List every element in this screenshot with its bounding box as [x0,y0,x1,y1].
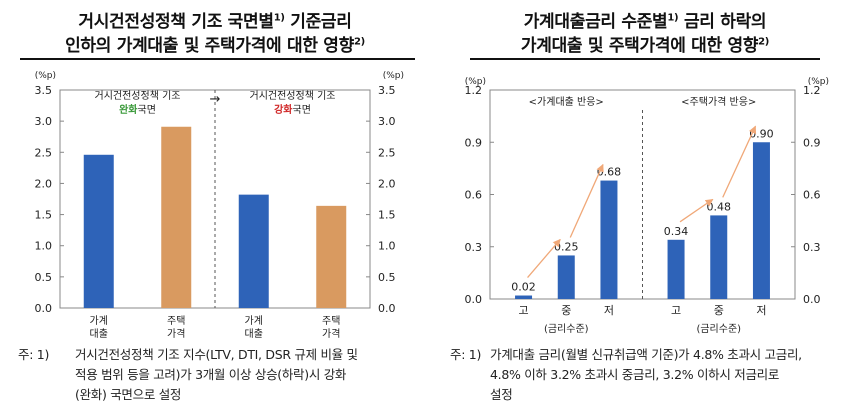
y-tick-label-left: 0.3 [465,241,483,254]
group-label-line1: 거시건전성정책 기조 [95,90,181,102]
y-tick-label-left: 3.0 [35,115,53,128]
left-footnote-line: (완화) 국면으로 설정 [75,387,182,402]
y-tick-label-right: 0.6 [803,189,821,202]
y-tick-label-left: 0.0 [35,302,53,315]
group-arrow: → [210,92,221,107]
y-tick-label-left: 3.5 [35,84,53,97]
x-tick-label: 주택 [322,315,340,327]
x-tick-label: 고 [671,304,681,317]
group-label: <가계대출 반응> [529,96,604,108]
unit-label-left: (%p) [35,71,56,81]
unit-label-right: (%p) [808,77,829,87]
y-tick-label-right: 3.5 [378,84,396,97]
bar [600,180,618,299]
y-tick-label-right: 1.5 [378,209,396,222]
trend-arrow [527,238,561,278]
y-tick-label-right: 3.0 [378,115,396,128]
x-tick-label: 중 [561,304,571,317]
unit-label-right: (%p) [383,71,404,81]
right-panel: 가계대출금리 수준별1) 금리 하락의 가계대출 및 주택가격에 대한 영향2)… [430,0,860,405]
bar [161,126,192,309]
data-label: 0.34 [664,225,689,238]
data-label: 0.68 [597,166,622,179]
trend-arrow [569,163,604,238]
group-label-highlight: 완화 [119,103,138,116]
y-tick-label-right: 1.0 [378,240,396,253]
left-footnote-line: 거시건전성정책 기조 지수(LTV, DTI, DSR 규제 비율 및 [75,347,358,362]
x-tick-label: 가격 [322,327,340,340]
group-label: <주택가격 반응> [681,95,756,108]
group-label-suffix: 국면 [138,104,156,116]
x-tick-label: 가계 [90,315,108,327]
right-footnote-line: 가계대출 금리(월별 신규취급액 기준)가 4.8% 초과시 고금리, [490,347,802,362]
x-tick-label: 중 [714,304,724,317]
y-tick-label-left: 1.5 [35,209,53,222]
bar [515,295,533,299]
data-label: 0.48 [707,200,732,213]
right-title-underline [470,58,820,60]
left-chart: 0.0 0.0 0.5 0.5 1.0 1.0 1.5 1.5 2.0 2.0 2.5 2.5 3.0 3… [35,71,405,340]
group-label-line2: 강화국면 [274,103,311,116]
left-title-line1: 거시건전성정책 기조 국면별1) 기준금리 [78,12,352,32]
bar [667,239,685,299]
trend-arrow [679,198,714,223]
y-tick-label-right: 0.0 [378,302,396,315]
y-tick-label-left: 1.2 [465,84,483,97]
x-axis-label: (금리수준) [544,323,589,335]
y-tick-label-left: 1.0 [35,240,53,253]
y-tick-label-left: 2.5 [35,146,53,159]
data-label: 0.90 [749,127,774,140]
bar [316,205,347,308]
bar [752,142,770,299]
left-title-line2: 인하의 가계대출 및 주택가격에 대한 영향2) [65,36,365,56]
y-tick-label-right: 2.5 [378,146,396,159]
x-tick-label: 대출 [90,328,108,340]
right-chart: 0.0 0.00.3 0.30.6 0.60.9 0.91.2 1.2(%p) (%p)<가… [465,77,830,335]
x-tick-label: 저 [756,304,766,317]
left-footnote-label: 주: 1) [18,347,50,362]
data-label: 0.02 [511,281,536,294]
y-tick-label-left: 0.0 [465,293,483,306]
left-title-underline [20,58,415,60]
y-tick-label-right: 0.5 [378,271,396,284]
y-tick-label-right: 0.3 [803,241,821,254]
left-panel: 거시건전성정책 기조 국면별1) 기준금리 인하의 가계대출 및 주택가격에 대… [18,12,415,402]
left-footnote-line: 적용 범위 등을 고려)가 3개월 이상 상승(하락)시 강화 [75,367,347,382]
y-tick-label-left: 0.9 [465,136,483,149]
right-footnote-line: 설정 [490,387,513,402]
y-tick-label-right: 0.0 [803,293,821,306]
bar [557,255,575,299]
y-tick-label-right: 0.9 [803,136,821,149]
x-tick-label: 저 [604,304,614,317]
bar [710,215,728,299]
right-footnote-line: 4.8% 이하 3.2% 초과시 중금리, 3.2% 이하시 저금리로 [490,367,780,382]
right-footnote-label: 주: 1) [450,347,482,362]
bar [238,194,269,308]
y-tick-label-left: 0.5 [35,271,53,284]
group-label-highlight: 강화 [274,103,293,116]
group-label-line2: 완화국면 [119,103,156,116]
x-tick-label: 주택 [167,315,185,327]
x-axis-label: (금리수준) [696,323,741,335]
y-tick-label-right: 2.0 [378,177,396,190]
x-tick-label: 고 [518,304,528,317]
y-tick-label-left: 0.6 [465,189,483,202]
right-title-line2: 가계대출 및 주택가격에 대한 영향2) [520,36,770,56]
unit-label-left: (%p) [465,77,486,87]
trend-arrow [722,125,757,198]
group-label-suffix: 국면 [293,104,311,116]
right-title-line1: 가계대출금리 수준별1) 금리 하락의 [523,12,767,32]
bar [83,154,114,308]
y-tick-label-left: 2.0 [35,177,53,190]
x-tick-label: 대출 [245,328,263,340]
y-tick-label-right: 1.2 [803,84,821,97]
group-label-line1: 거시건전성정책 기조 [250,90,336,102]
x-tick-label: 가계 [245,315,263,327]
x-tick-label: 가격 [167,327,185,340]
